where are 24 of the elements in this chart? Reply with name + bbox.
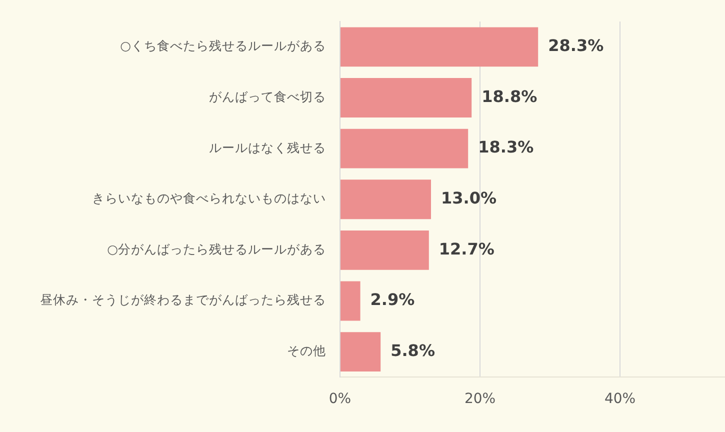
y-tick-label: その他 <box>287 343 326 358</box>
data-label: 18.3% <box>478 138 534 157</box>
data-label: 2.9% <box>370 290 415 310</box>
data-label: 28.3% <box>548 36 604 56</box>
y-tick-label: ○分がんばったら残せるルールがある <box>107 241 326 256</box>
x-tick-label: 20% <box>464 391 496 408</box>
bar <box>340 332 381 372</box>
bar <box>340 180 431 220</box>
y-tick-label: きらいなものや食べられないものはない <box>92 190 326 206</box>
x-tick-label: 40% <box>604 391 636 408</box>
data-label: 5.8% <box>390 340 435 360</box>
y-tick-label: ○くち食べたら残せるルールがある <box>120 38 326 54</box>
y-tick-label: がんばって食べ切る <box>209 88 326 104</box>
bar <box>340 281 360 321</box>
data-label: 13.0% <box>441 188 497 208</box>
bar <box>340 128 468 168</box>
data-label: 18.8% <box>482 86 538 106</box>
y-tick-label: 昼休み・そうじが終わるまでがんばったら残せる <box>40 292 326 308</box>
bar <box>340 78 472 118</box>
bar <box>340 230 429 270</box>
x-tick-label: 0% <box>328 391 352 408</box>
bar <box>340 27 538 67</box>
y-tick-label: ルールはなく残せる <box>209 140 326 155</box>
data-label: 12.7% <box>438 239 494 258</box>
